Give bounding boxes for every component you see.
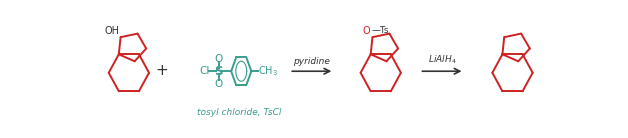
Text: O: O xyxy=(215,54,223,64)
Text: S: S xyxy=(215,65,223,78)
Text: Cl: Cl xyxy=(200,66,210,76)
Text: —Ts: —Ts xyxy=(372,26,389,35)
Text: tosyl chloride, TsCl: tosyl chloride, TsCl xyxy=(197,108,281,117)
Text: pyridine: pyridine xyxy=(293,57,330,66)
Text: +: + xyxy=(156,63,168,78)
Text: CH$_3$: CH$_3$ xyxy=(258,64,278,78)
Text: LiAlH$_4$: LiAlH$_4$ xyxy=(428,53,457,66)
Text: O: O xyxy=(215,79,223,89)
Text: OH: OH xyxy=(104,26,119,36)
Text: O: O xyxy=(362,26,370,36)
